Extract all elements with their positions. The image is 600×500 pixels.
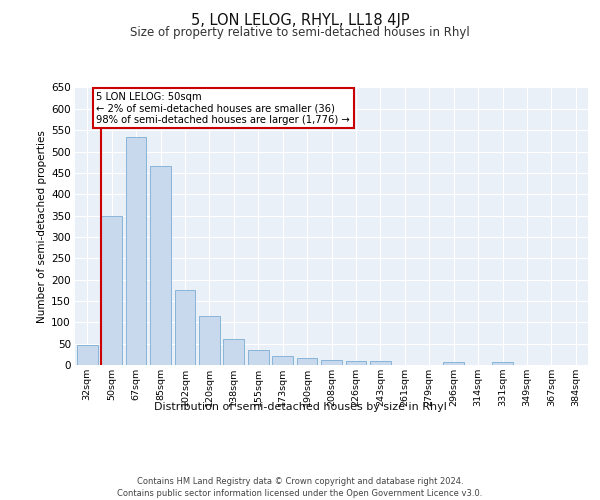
Bar (125, 136, 146, 365)
Bar (223, 340, 244, 365)
Text: 5 LON LELOG: 50sqm
← 2% of semi-detached houses are smaller (36)
98% of semi-det: 5 LON LELOG: 50sqm ← 2% of semi-detached… (97, 92, 350, 125)
Bar (443, 362, 464, 365)
Bar (346, 360, 367, 365)
Bar (492, 362, 513, 365)
Bar (199, 316, 220, 365)
Text: Contains HM Land Registry data © Crown copyright and database right 2024.: Contains HM Land Registry data © Crown c… (137, 478, 463, 486)
Bar (150, 166, 171, 365)
Bar (272, 356, 293, 365)
Bar (101, 216, 122, 365)
Bar (370, 360, 391, 365)
Text: 5, LON LELOG, RHYL, LL18 4JP: 5, LON LELOG, RHYL, LL18 4JP (191, 12, 409, 28)
Bar (321, 360, 342, 365)
Text: Distribution of semi-detached houses by size in Rhyl: Distribution of semi-detached houses by … (154, 402, 446, 412)
Bar (77, 346, 98, 365)
Bar (296, 358, 317, 365)
Y-axis label: Number of semi-detached properties: Number of semi-detached properties (37, 130, 47, 322)
Bar (175, 290, 196, 365)
Text: Size of property relative to semi-detached houses in Rhyl: Size of property relative to semi-detach… (130, 26, 470, 39)
Bar (248, 350, 269, 365)
Text: Contains public sector information licensed under the Open Government Licence v3: Contains public sector information licen… (118, 489, 482, 498)
